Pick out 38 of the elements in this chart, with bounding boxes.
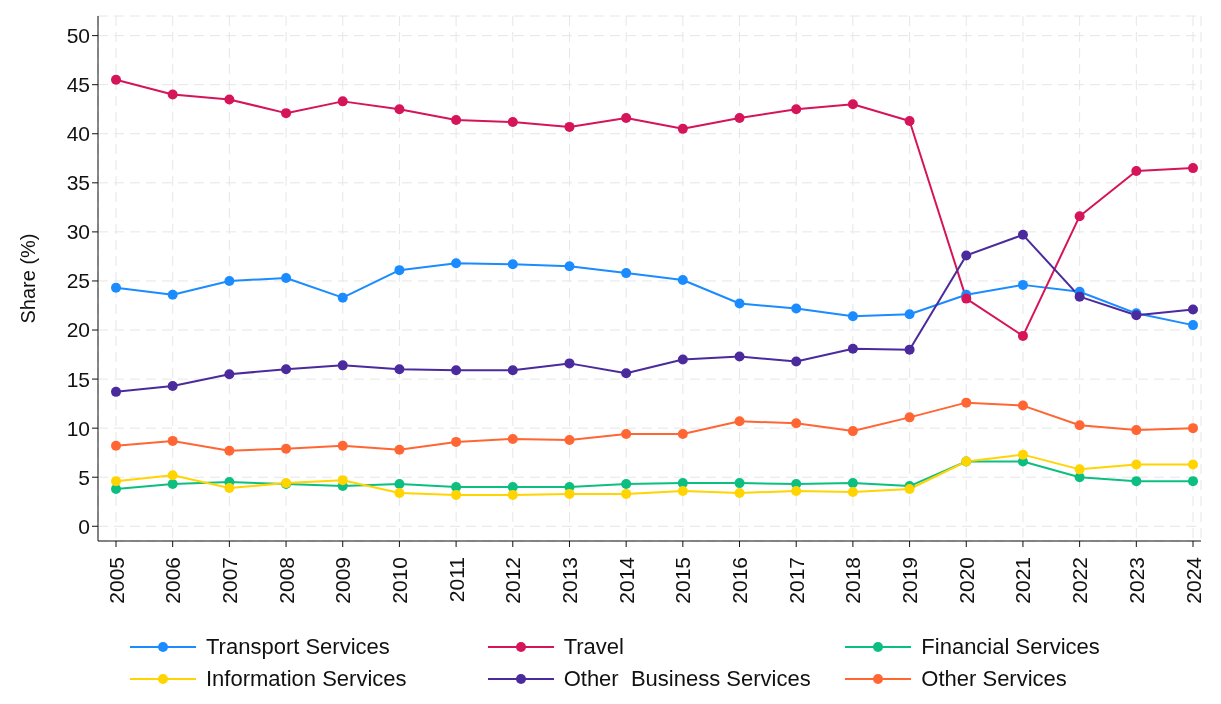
y-tick-label: 45 <box>66 73 90 97</box>
x-tick-label: 2009 <box>331 557 355 604</box>
x-tick-label: 2019 <box>898 557 922 604</box>
x-tick-label: 2008 <box>274 557 298 604</box>
y-tick-label: 5 <box>78 465 90 489</box>
x-tick-label: 2012 <box>501 557 525 604</box>
x-tick-label: 2022 <box>1068 557 1092 604</box>
y-tick-label: 15 <box>66 367 90 391</box>
legend-label: Other Business Services <box>563 666 811 692</box>
x-tick-label: 2010 <box>387 557 411 604</box>
x-tick-label: 2024 <box>1181 556 1205 604</box>
x-tick-label: 2018 <box>841 557 865 604</box>
x-tick-label: 2020 <box>954 557 978 604</box>
x-tick-label: 2021 <box>1011 557 1035 604</box>
x-tick-label: 2013 <box>557 557 581 604</box>
y-tick-label: 10 <box>66 416 90 440</box>
legend-label: Other Services <box>921 666 1067 692</box>
x-tick-label: 2014 <box>614 556 638 604</box>
y-tick-label: 30 <box>66 220 90 244</box>
x-tick-label: 2007 <box>217 557 241 604</box>
y-tick-label: 0 <box>78 514 90 538</box>
y-tick-label: 35 <box>66 171 90 195</box>
x-tick-label: 2005 <box>104 557 128 604</box>
x-tick-label: 2023 <box>1124 557 1148 604</box>
x-tick-label: 2015 <box>671 557 695 604</box>
legend-label: Information Services <box>206 666 407 692</box>
legend-label: Travel <box>563 634 624 660</box>
y-tick-label: 25 <box>66 269 90 293</box>
y-tick-label: 20 <box>66 318 90 342</box>
x-tick-label: 2017 <box>784 557 808 604</box>
x-tick-label: 2016 <box>728 557 752 604</box>
y-axis-title: Share (%) <box>17 233 40 324</box>
y-tick-label: 50 <box>66 24 90 48</box>
x-tick-label: 2006 <box>161 557 185 604</box>
y-tick-label: 40 <box>66 122 90 146</box>
legend-label: Financial Services <box>921 634 1100 660</box>
x-tick-label: 2011 <box>444 557 468 603</box>
legend-label: Transport Services <box>206 634 390 660</box>
